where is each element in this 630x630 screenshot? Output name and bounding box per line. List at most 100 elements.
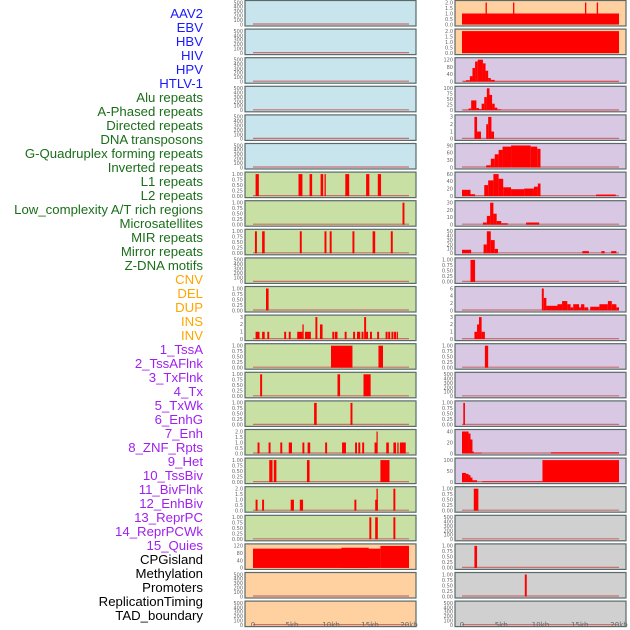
track-label: HPV: [175, 62, 203, 77]
data-bar: [581, 304, 585, 311]
data-bar: [546, 305, 558, 311]
y-tick-label: 0.75: [232, 206, 243, 212]
data-bar: [524, 574, 527, 597]
data-bar: [579, 307, 582, 311]
data-bar: [462, 431, 469, 454]
data-bar: [386, 442, 389, 454]
y-tick-label: 100: [233, 275, 243, 281]
data-bar: [468, 433, 471, 454]
data-bar: [342, 442, 346, 454]
track-label: ReplicationTiming: [98, 594, 203, 609]
track-label: 9_Het: [167, 454, 203, 469]
data-bar: [309, 174, 313, 197]
y-tick-label: 0: [240, 51, 243, 57]
y-tick-label: 0.00: [442, 366, 453, 372]
data-bar: [475, 61, 478, 82]
y-tick-label: 40: [237, 558, 243, 564]
track-label: Z-DNA motifs: [124, 258, 203, 273]
data-bar: [492, 103, 495, 111]
data-bar: [260, 374, 263, 397]
y-tick-label: 1.00: [232, 515, 243, 521]
y-tick-label: 4: [450, 294, 453, 300]
data-bar: [496, 221, 502, 225]
y-tick-label: 1.00: [232, 344, 243, 350]
data-bar: [485, 70, 489, 82]
y-tick-label: 0.50: [442, 355, 453, 361]
data-bar: [266, 288, 269, 311]
data-bar: [332, 331, 335, 340]
data-bar: [463, 81, 466, 82]
y-tick-label: 120: [443, 58, 453, 64]
y-tick-label: 0.00: [442, 280, 453, 286]
data-bar: [557, 304, 563, 311]
y-tick-label: 1.5: [235, 492, 243, 498]
y-tick-label: 200: [233, 42, 243, 48]
y-tick-label: 300: [233, 95, 243, 101]
data-bar: [490, 240, 495, 254]
y-tick-label: 300: [443, 524, 453, 530]
y-tick-label: 100: [233, 75, 243, 81]
data-bar: [502, 146, 512, 168]
y-tick-label: 0.0: [445, 51, 453, 57]
data-bar: [462, 189, 471, 197]
track-panel: [244, 114, 417, 142]
track-panel: [244, 285, 417, 313]
data-bar: [255, 499, 258, 511]
y-tick-label: 0.25: [232, 417, 243, 423]
y-tick-label: 100: [233, 104, 243, 110]
y-tick-label: 10: [447, 247, 453, 253]
y-tick-label: 1.0: [445, 11, 453, 17]
y-tick-label: 0.75: [442, 406, 453, 412]
data-bar: [361, 331, 364, 340]
data-bar: [396, 331, 398, 340]
data-bar: [477, 131, 481, 139]
y-tick-label: 0.50: [442, 412, 453, 418]
y-tick-label: 100: [443, 86, 453, 92]
y-tick-label: 0.50: [442, 498, 453, 504]
y-tick-label: 400: [233, 5, 243, 11]
track-label: 13_ReprPC: [134, 510, 203, 525]
x-tick-label: 5kb: [495, 621, 509, 629]
y-tick-label: 300: [233, 152, 243, 158]
y-tick-label: 0: [450, 165, 453, 171]
y-tick-label: 200: [443, 385, 453, 391]
y-tick-label: 500: [233, 58, 243, 64]
data-bar: [254, 231, 257, 254]
data-bar: [345, 174, 350, 197]
y-tick-label: 0: [240, 280, 243, 286]
y-tick-label: 400: [233, 91, 243, 97]
data-bar: [355, 442, 357, 454]
track-panel: [244, 600, 417, 628]
y-tick-label: 0.0: [235, 509, 243, 515]
y-tick-label: 200: [233, 71, 243, 77]
track-panel: [244, 514, 417, 542]
data-bar: [393, 517, 396, 540]
track-label: EBV: [176, 20, 203, 35]
y-tick-label: 3: [450, 315, 453, 321]
data-bar: [468, 475, 471, 483]
data-bar: [570, 307, 574, 311]
y-tick-label: 100: [233, 161, 243, 167]
track-label: L2 repeats: [140, 188, 203, 203]
data-bar: [372, 231, 376, 254]
track-panel: [244, 343, 417, 370]
y-tick-label: 1: [240, 330, 243, 336]
y-tick-label: 0.00: [442, 509, 453, 515]
y-tick-label: 0: [240, 165, 243, 171]
data-bar: [482, 481, 543, 483]
y-tick-label: 60: [447, 172, 453, 178]
y-tick-label: 0.50: [232, 383, 243, 389]
y-tick-label: 0.25: [442, 274, 453, 280]
y-tick-label: 0: [240, 337, 243, 343]
data-bar: [393, 442, 396, 454]
data-bar: [482, 222, 487, 225]
y-tick-label: 0: [450, 108, 453, 114]
y-tick-label: 0.00: [442, 566, 453, 572]
track-label: MIR repeats: [131, 230, 203, 245]
y-tick-label: 400: [233, 62, 243, 68]
y-tick-label: 0.00: [232, 366, 243, 372]
data-bar: [524, 188, 534, 197]
y-tick-label: 0.25: [442, 360, 453, 366]
y-tick-label: 0.75: [442, 549, 453, 555]
y-tick-label: 2: [240, 322, 243, 328]
